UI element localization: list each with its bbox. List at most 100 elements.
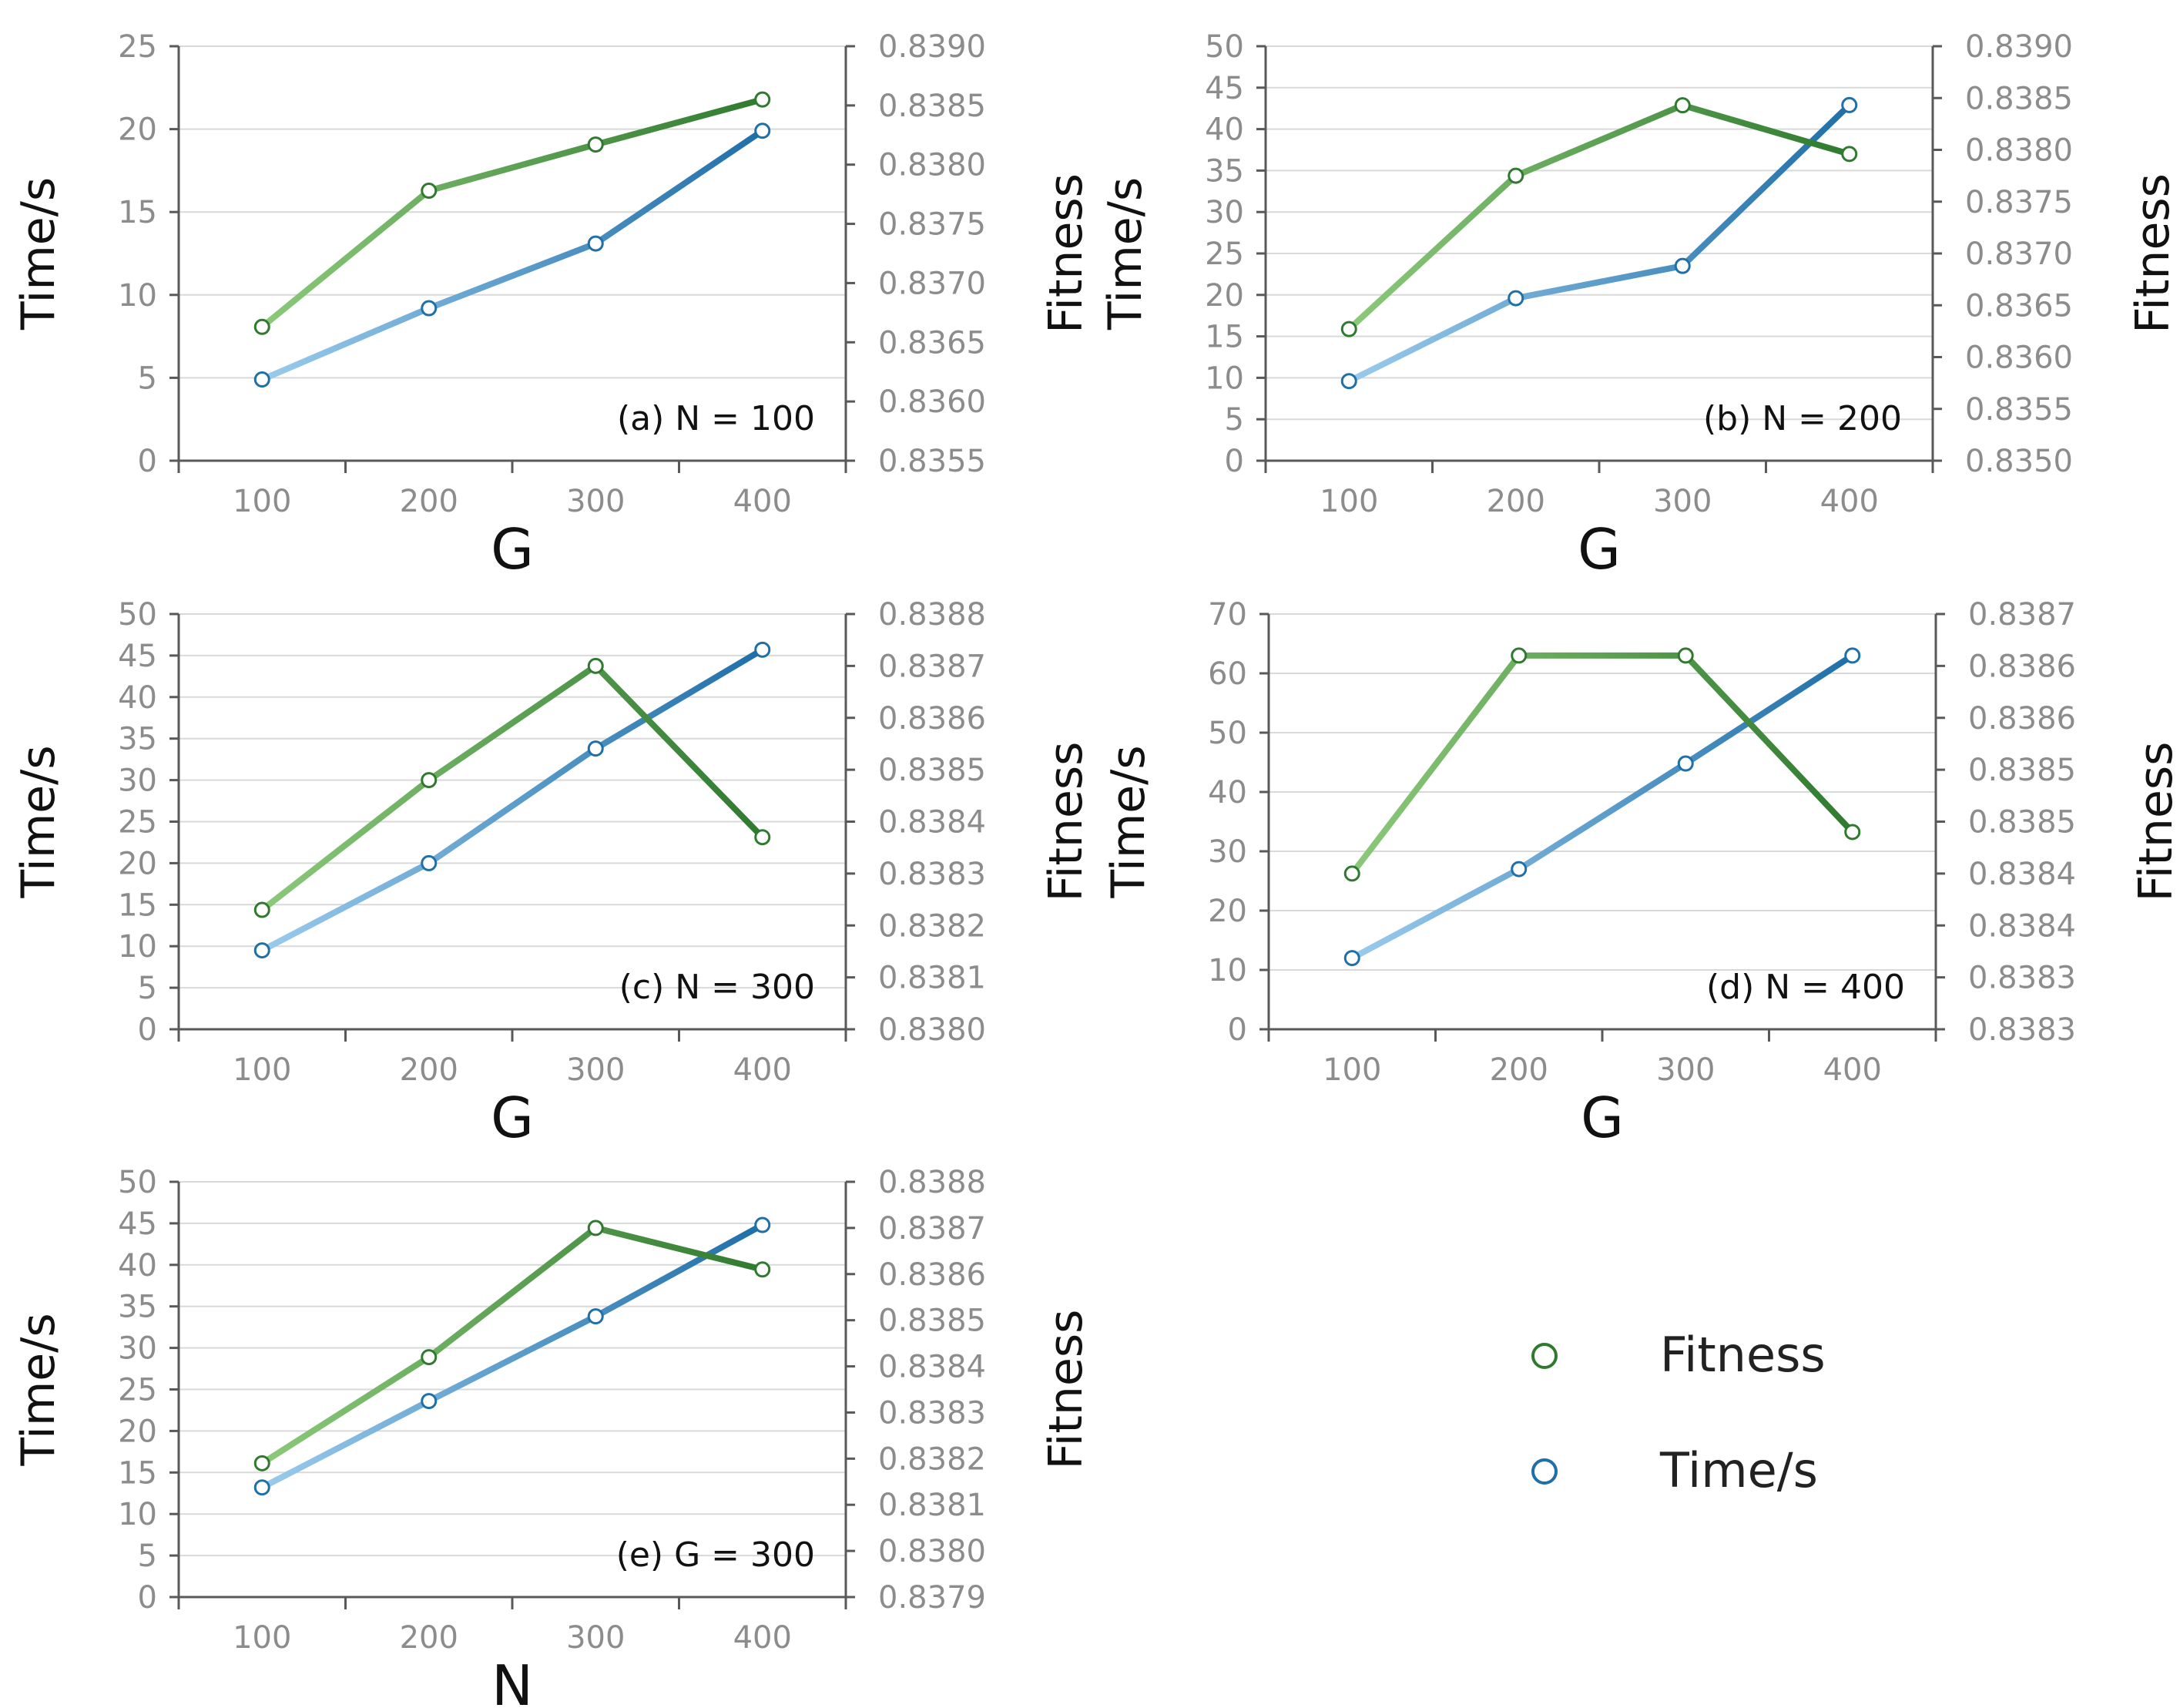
x-tick-label: 100: [233, 1620, 291, 1656]
x-tick-label: 100: [1320, 484, 1378, 519]
y2-tick-label: 0.8388: [878, 1165, 986, 1200]
fitness-point: [754, 91, 771, 108]
time-point: [1841, 96, 1858, 113]
x-tick-label: 400: [1823, 1052, 1882, 1088]
y2-tick-label: 0.8370: [1965, 237, 2073, 272]
time-point: [587, 1308, 604, 1325]
y-tick-label: 35: [1205, 153, 1244, 189]
y2-tick-label: 0.8386: [878, 701, 986, 737]
x-tick-label: 100: [1323, 1052, 1381, 1088]
chart-annotation: (d) N = 400: [1706, 968, 1905, 1007]
time-point: [421, 1393, 438, 1410]
fitness-point: [421, 1349, 438, 1366]
y-tick-label: 50: [1205, 29, 1244, 65]
time-point: [1508, 290, 1524, 307]
chart-annotation: (c) N = 300: [619, 968, 815, 1007]
y-tick-label: 15: [118, 1455, 157, 1491]
y2-tick-label: 0.8386: [878, 1257, 986, 1293]
fitness-point: [754, 829, 771, 846]
y2-tick-label: 0.8380: [878, 1534, 986, 1569]
chart-d: 0 10 20 30 40 50 60 70 0.8383 0.8383 0.8384 0.8384 0…: [1102, 597, 2180, 1150]
time-point: [253, 371, 270, 388]
y-tick-label: 25: [118, 1373, 157, 1408]
y2-tick-label: 0.8384: [878, 1350, 986, 1385]
y2-axis-title: Fitness: [2129, 742, 2180, 902]
time-point: [754, 641, 771, 658]
y-tick-label: 20: [1208, 894, 1247, 929]
x-axis-title: N: [491, 1653, 533, 1708]
x-axis-title: G: [491, 517, 534, 582]
x-axis-title: G: [1581, 1086, 1624, 1150]
fitness-point: [1343, 865, 1360, 882]
y-axis-title: Time/s: [1098, 177, 1152, 331]
y2-tick-label: 0.8375: [1965, 185, 2073, 220]
y-tick-label: 40: [118, 680, 157, 716]
fitness-point: [1677, 647, 1694, 664]
y2-tick-label: 0.8355: [1965, 392, 2073, 428]
time-series-line: [259, 646, 766, 954]
y-tick-label: 10: [118, 278, 157, 314]
fitness-point: [253, 901, 270, 918]
fitness-point: [754, 1261, 771, 1278]
y-axis-title: Time/s: [1102, 745, 1155, 898]
time-point: [1844, 647, 1861, 664]
y-tick-label: 0: [1225, 444, 1244, 479]
time-point: [754, 1216, 771, 1233]
chart-b: 0 5 10 15 20 25 30 35 40 45 50 0.8350 0.8355 0.8360 0.…: [1098, 29, 2180, 582]
chart-e: 0 5 10 15 20 25 30 35 40 45 50 0.8379 0.8380 0.8381 0.…: [12, 1165, 1093, 1708]
y-tick-label: 35: [118, 1290, 157, 1325]
fitness-point: [1844, 824, 1861, 841]
time-point: [1674, 257, 1691, 274]
time-point: [1343, 950, 1360, 967]
y-tick-label: 0: [138, 444, 157, 479]
y2-tick-label: 0.8386: [1968, 649, 2076, 684]
y-tick-label: 30: [118, 1331, 157, 1367]
y-tick-label: 25: [118, 29, 157, 65]
y-axis-title: Time/s: [12, 745, 65, 898]
y-tick-label: 70: [1208, 597, 1247, 633]
fitness-point: [587, 1220, 604, 1237]
y-tick-label: 15: [118, 888, 157, 923]
legend-fitness-swatch: [1452, 1343, 1637, 1369]
y-tick-label: 10: [118, 929, 157, 965]
y2-tick-label: 0.8387: [878, 1211, 986, 1247]
y2-tick-label: 0.8388: [878, 597, 986, 633]
x-tick-label: 400: [733, 484, 792, 519]
y-tick-label: 40: [1205, 112, 1244, 148]
y-tick-label: 25: [1205, 237, 1244, 272]
chart-a: 0 5 10 15 20 25 0.8355 0.8360 0.8365 0.8370 0.8375…: [12, 29, 1093, 582]
y-axis-title: Time/s: [12, 1313, 65, 1466]
y-tick-label: 45: [118, 1206, 157, 1242]
x-tick-label: 200: [400, 1052, 458, 1088]
fitness-series-line: [259, 1224, 766, 1467]
y-tick-label: 30: [1208, 834, 1247, 870]
y2-tick-label: 0.8350: [1965, 444, 2073, 479]
y-tick-label: 30: [1205, 195, 1244, 230]
y2-tick-label: 0.8383: [878, 1395, 986, 1431]
fitness-point: [421, 183, 438, 200]
time-point: [587, 740, 604, 757]
y2-tick-label: 0.8380: [878, 148, 986, 183]
y2-tick-label: 0.8381: [878, 961, 986, 996]
y2-tick-label: 0.8382: [878, 1441, 986, 1477]
y2-tick-label: 0.8370: [878, 266, 986, 301]
fitness-point: [1841, 146, 1858, 163]
fitness-point: [587, 136, 604, 153]
x-tick-label: 300: [566, 1052, 625, 1088]
x-tick-label: 200: [400, 484, 458, 519]
y-tick-label: 10: [118, 1497, 157, 1532]
time-point: [421, 300, 438, 317]
y-tick-label: 20: [1205, 278, 1244, 314]
y2-tick-label: 0.8360: [878, 384, 986, 420]
time-series-line: [1349, 652, 1856, 961]
legend-item-fitness: Fitness: [1448, 1325, 1880, 1387]
x-tick-label: 200: [1487, 484, 1545, 519]
chart-annotation: (a) N = 100: [617, 399, 815, 438]
fitness-point: [421, 772, 438, 789]
y2-axis-title: Fitness: [1039, 1310, 1093, 1470]
y-tick-label: 10: [1208, 953, 1247, 988]
y-tick-label: 0: [1228, 1012, 1247, 1048]
y-tick-label: 0: [138, 1012, 157, 1048]
time-point: [253, 942, 270, 959]
